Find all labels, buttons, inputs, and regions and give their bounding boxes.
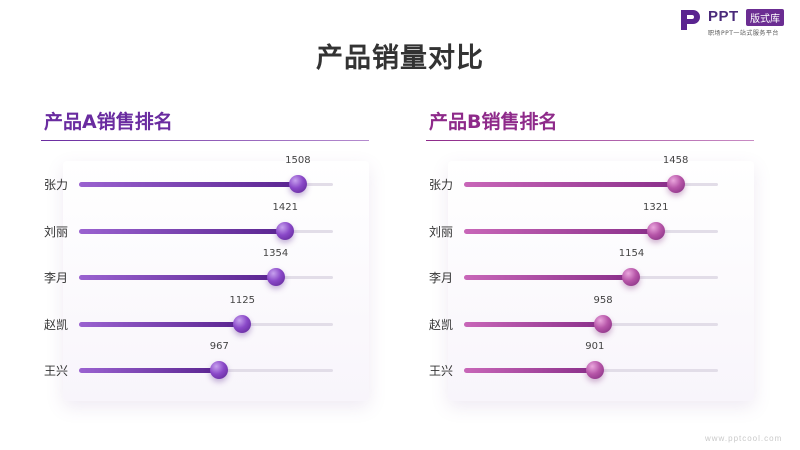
bar-end-marker [266, 268, 285, 286]
data-label: 1154 [618, 248, 645, 259]
category-label: 张力 [44, 178, 69, 192]
brand-badge: 版式库 [746, 9, 784, 26]
chart-row: 刘丽 1321 [426, 202, 756, 243]
chart-row: 赵凯 1125 [41, 295, 371, 336]
chart-title: 产品B销售排名 [429, 111, 558, 133]
bar [79, 275, 276, 280]
chart-row: 张力 1458 [426, 155, 756, 196]
bar [464, 321, 604, 327]
bar [464, 275, 632, 280]
data-label: 901 [585, 341, 605, 352]
title-divider [426, 140, 754, 141]
data-label: 1321 [642, 201, 669, 213]
bar-end-marker [210, 361, 229, 379]
chart-row: 刘丽 1421 [41, 202, 371, 243]
bar-end-marker [585, 361, 604, 379]
data-label: 1354 [262, 248, 289, 259]
category-label: 刘丽 [44, 224, 69, 239]
bar-end-marker [276, 221, 295, 240]
data-label: 1508 [285, 155, 311, 166]
bar-end-marker [666, 175, 685, 193]
bar-end-marker [594, 314, 613, 333]
footer-url: www.pptcool.com [705, 434, 783, 443]
chart-row: 李月 1154 [426, 248, 756, 289]
brand-logo: PPT 版式库 职场PPT一站式服务平台 [678, 7, 794, 39]
category-label: 刘丽 [429, 224, 454, 239]
bar [464, 228, 656, 234]
data-label: 1458 [662, 155, 689, 166]
category-label: 李月 [44, 271, 69, 285]
category-label: 张力 [429, 178, 454, 192]
chart-row: 王兴 967 [41, 341, 371, 382]
brand-tagline: 职场PPT一站式服务平台 [708, 30, 779, 37]
bar [464, 182, 676, 187]
category-label: 赵凯 [44, 317, 69, 332]
chart-card [448, 161, 754, 401]
category-label: 王兴 [44, 364, 69, 378]
bar [79, 321, 243, 327]
bar [79, 182, 298, 187]
bar [464, 368, 595, 373]
chart-row: 赵凯 958 [426, 295, 756, 336]
chart-title: 产品A销售排名 [44, 111, 173, 133]
category-label: 赵凯 [429, 317, 454, 332]
chart-row: 王兴 901 [426, 341, 756, 382]
chart-panel-a: 产品A销售排名 张力 1508 刘丽 1421 李月 1354 赵凯 1125 王兴 967 [41, 103, 371, 403]
title-divider [41, 140, 369, 141]
brand-name: PPT [708, 8, 739, 25]
chart-row: 李月 1354 [41, 248, 371, 289]
chart-row: 张力 1508 [41, 155, 371, 196]
data-label: 1125 [229, 294, 255, 306]
bar-end-marker [646, 221, 665, 240]
bar-end-marker [233, 314, 252, 333]
bar-end-marker [622, 268, 641, 286]
category-label: 王兴 [429, 364, 454, 378]
ppt-logo-icon [681, 10, 700, 30]
bar [79, 228, 286, 234]
category-label: 李月 [429, 271, 454, 285]
chart-panel-b: 产品B销售排名 张力 1458 刘丽 1321 李月 1154 赵凯 958 王兴 901 [426, 103, 756, 403]
bar [79, 368, 220, 373]
data-label: 958 [593, 294, 613, 306]
page-title: 产品销量对比 [316, 43, 484, 74]
data-label: 967 [209, 341, 229, 352]
data-label: 1421 [272, 201, 298, 213]
bar-end-marker [288, 175, 307, 193]
